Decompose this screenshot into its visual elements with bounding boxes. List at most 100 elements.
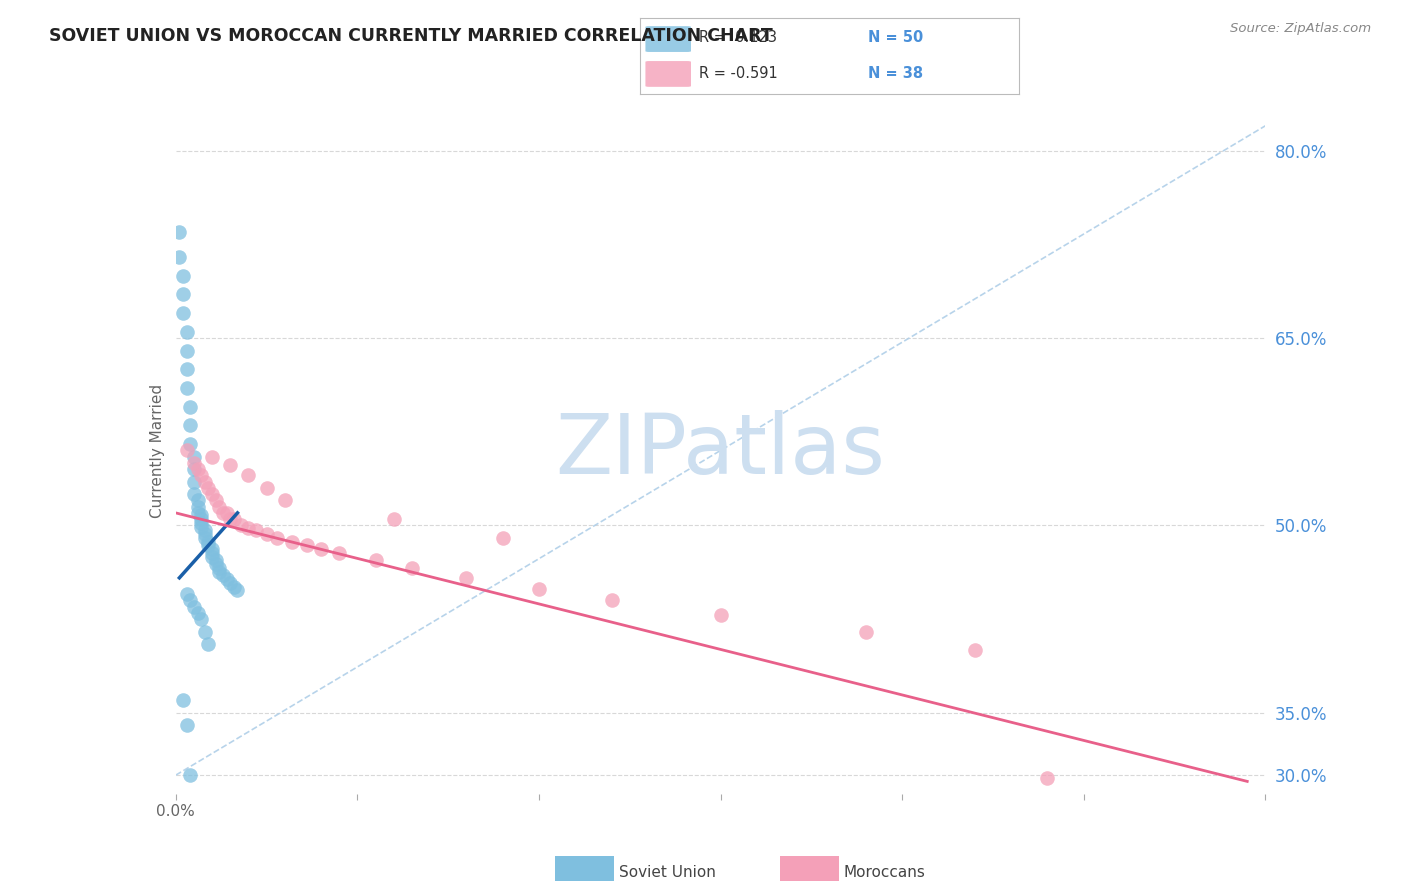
Point xyxy=(172,287,194,301)
Point xyxy=(176,718,198,732)
Point xyxy=(295,538,318,552)
Point xyxy=(212,506,235,520)
Point xyxy=(855,624,877,639)
FancyBboxPatch shape xyxy=(645,26,690,52)
Y-axis label: Currently Married: Currently Married xyxy=(149,384,165,517)
Text: N = 50: N = 50 xyxy=(868,30,922,45)
Point xyxy=(179,768,201,782)
Point xyxy=(201,546,224,560)
Point xyxy=(600,593,623,607)
Point xyxy=(179,418,201,433)
Point xyxy=(364,553,387,567)
Point xyxy=(382,512,405,526)
Point xyxy=(197,534,219,549)
Point xyxy=(204,493,226,508)
Point xyxy=(190,612,212,626)
Point xyxy=(208,565,231,579)
Text: R =  0.123: R = 0.123 xyxy=(699,30,776,45)
Point xyxy=(226,583,249,598)
Point xyxy=(201,549,224,564)
Point xyxy=(176,381,198,395)
Point xyxy=(172,268,194,283)
Point xyxy=(245,524,267,538)
Point xyxy=(222,512,245,526)
Point xyxy=(190,468,212,483)
Point xyxy=(176,587,198,601)
Point xyxy=(194,475,217,489)
Text: SOVIET UNION VS MOROCCAN CURRENTLY MARRIED CORRELATION CHART: SOVIET UNION VS MOROCCAN CURRENTLY MARRI… xyxy=(49,27,773,45)
Point xyxy=(190,512,212,526)
Point xyxy=(176,343,198,358)
Point xyxy=(238,468,260,483)
Point xyxy=(492,531,515,545)
Point xyxy=(190,519,212,533)
Point xyxy=(172,306,194,320)
Point xyxy=(194,624,217,639)
Point xyxy=(710,608,733,623)
Point xyxy=(212,568,235,582)
Point xyxy=(1036,771,1059,785)
Point xyxy=(963,643,986,657)
Point xyxy=(186,506,209,520)
Point xyxy=(527,582,550,596)
Point xyxy=(183,456,205,470)
Point xyxy=(183,599,205,614)
Point xyxy=(201,450,224,464)
Point xyxy=(215,572,238,586)
Point xyxy=(201,542,224,557)
Point xyxy=(401,561,423,575)
Point xyxy=(186,462,209,476)
Point xyxy=(281,534,304,549)
Point xyxy=(456,571,478,585)
Point xyxy=(190,516,212,530)
Point xyxy=(219,512,242,526)
Point xyxy=(176,443,198,458)
Point xyxy=(190,508,212,523)
Point xyxy=(172,693,194,707)
Point xyxy=(176,325,198,339)
Point xyxy=(208,561,231,575)
Point xyxy=(186,500,209,514)
Point xyxy=(197,481,219,495)
Point xyxy=(183,475,205,489)
Point xyxy=(222,580,245,594)
Text: Source: ZipAtlas.com: Source: ZipAtlas.com xyxy=(1230,22,1371,36)
Point xyxy=(183,450,205,464)
Point xyxy=(238,521,260,535)
Point xyxy=(256,481,278,495)
Text: ZIPatlas: ZIPatlas xyxy=(555,410,886,491)
Text: Moroccans: Moroccans xyxy=(844,865,925,880)
Point xyxy=(208,500,231,514)
Point xyxy=(186,606,209,620)
Point xyxy=(179,437,201,451)
Text: Soviet Union: Soviet Union xyxy=(619,865,716,880)
Point xyxy=(219,458,242,473)
Point xyxy=(204,557,226,571)
Point xyxy=(219,575,242,590)
Point xyxy=(197,538,219,552)
Point xyxy=(194,524,217,538)
Point xyxy=(201,487,224,501)
Point xyxy=(183,462,205,476)
Point xyxy=(309,542,332,557)
Point xyxy=(169,250,191,264)
Point xyxy=(183,487,205,501)
Point xyxy=(266,531,288,545)
Point xyxy=(215,506,238,520)
Point xyxy=(231,518,253,533)
Point xyxy=(328,546,350,560)
Point xyxy=(274,493,297,508)
Point xyxy=(176,362,198,376)
FancyBboxPatch shape xyxy=(645,61,690,87)
Text: N = 38: N = 38 xyxy=(868,66,922,80)
Point xyxy=(194,531,217,545)
Point xyxy=(194,527,217,541)
Point xyxy=(179,593,201,607)
Point xyxy=(197,637,219,651)
Point xyxy=(179,400,201,414)
Point xyxy=(204,553,226,567)
Point xyxy=(256,527,278,541)
Text: R = -0.591: R = -0.591 xyxy=(699,66,778,80)
Point xyxy=(186,493,209,508)
Point xyxy=(169,225,191,239)
